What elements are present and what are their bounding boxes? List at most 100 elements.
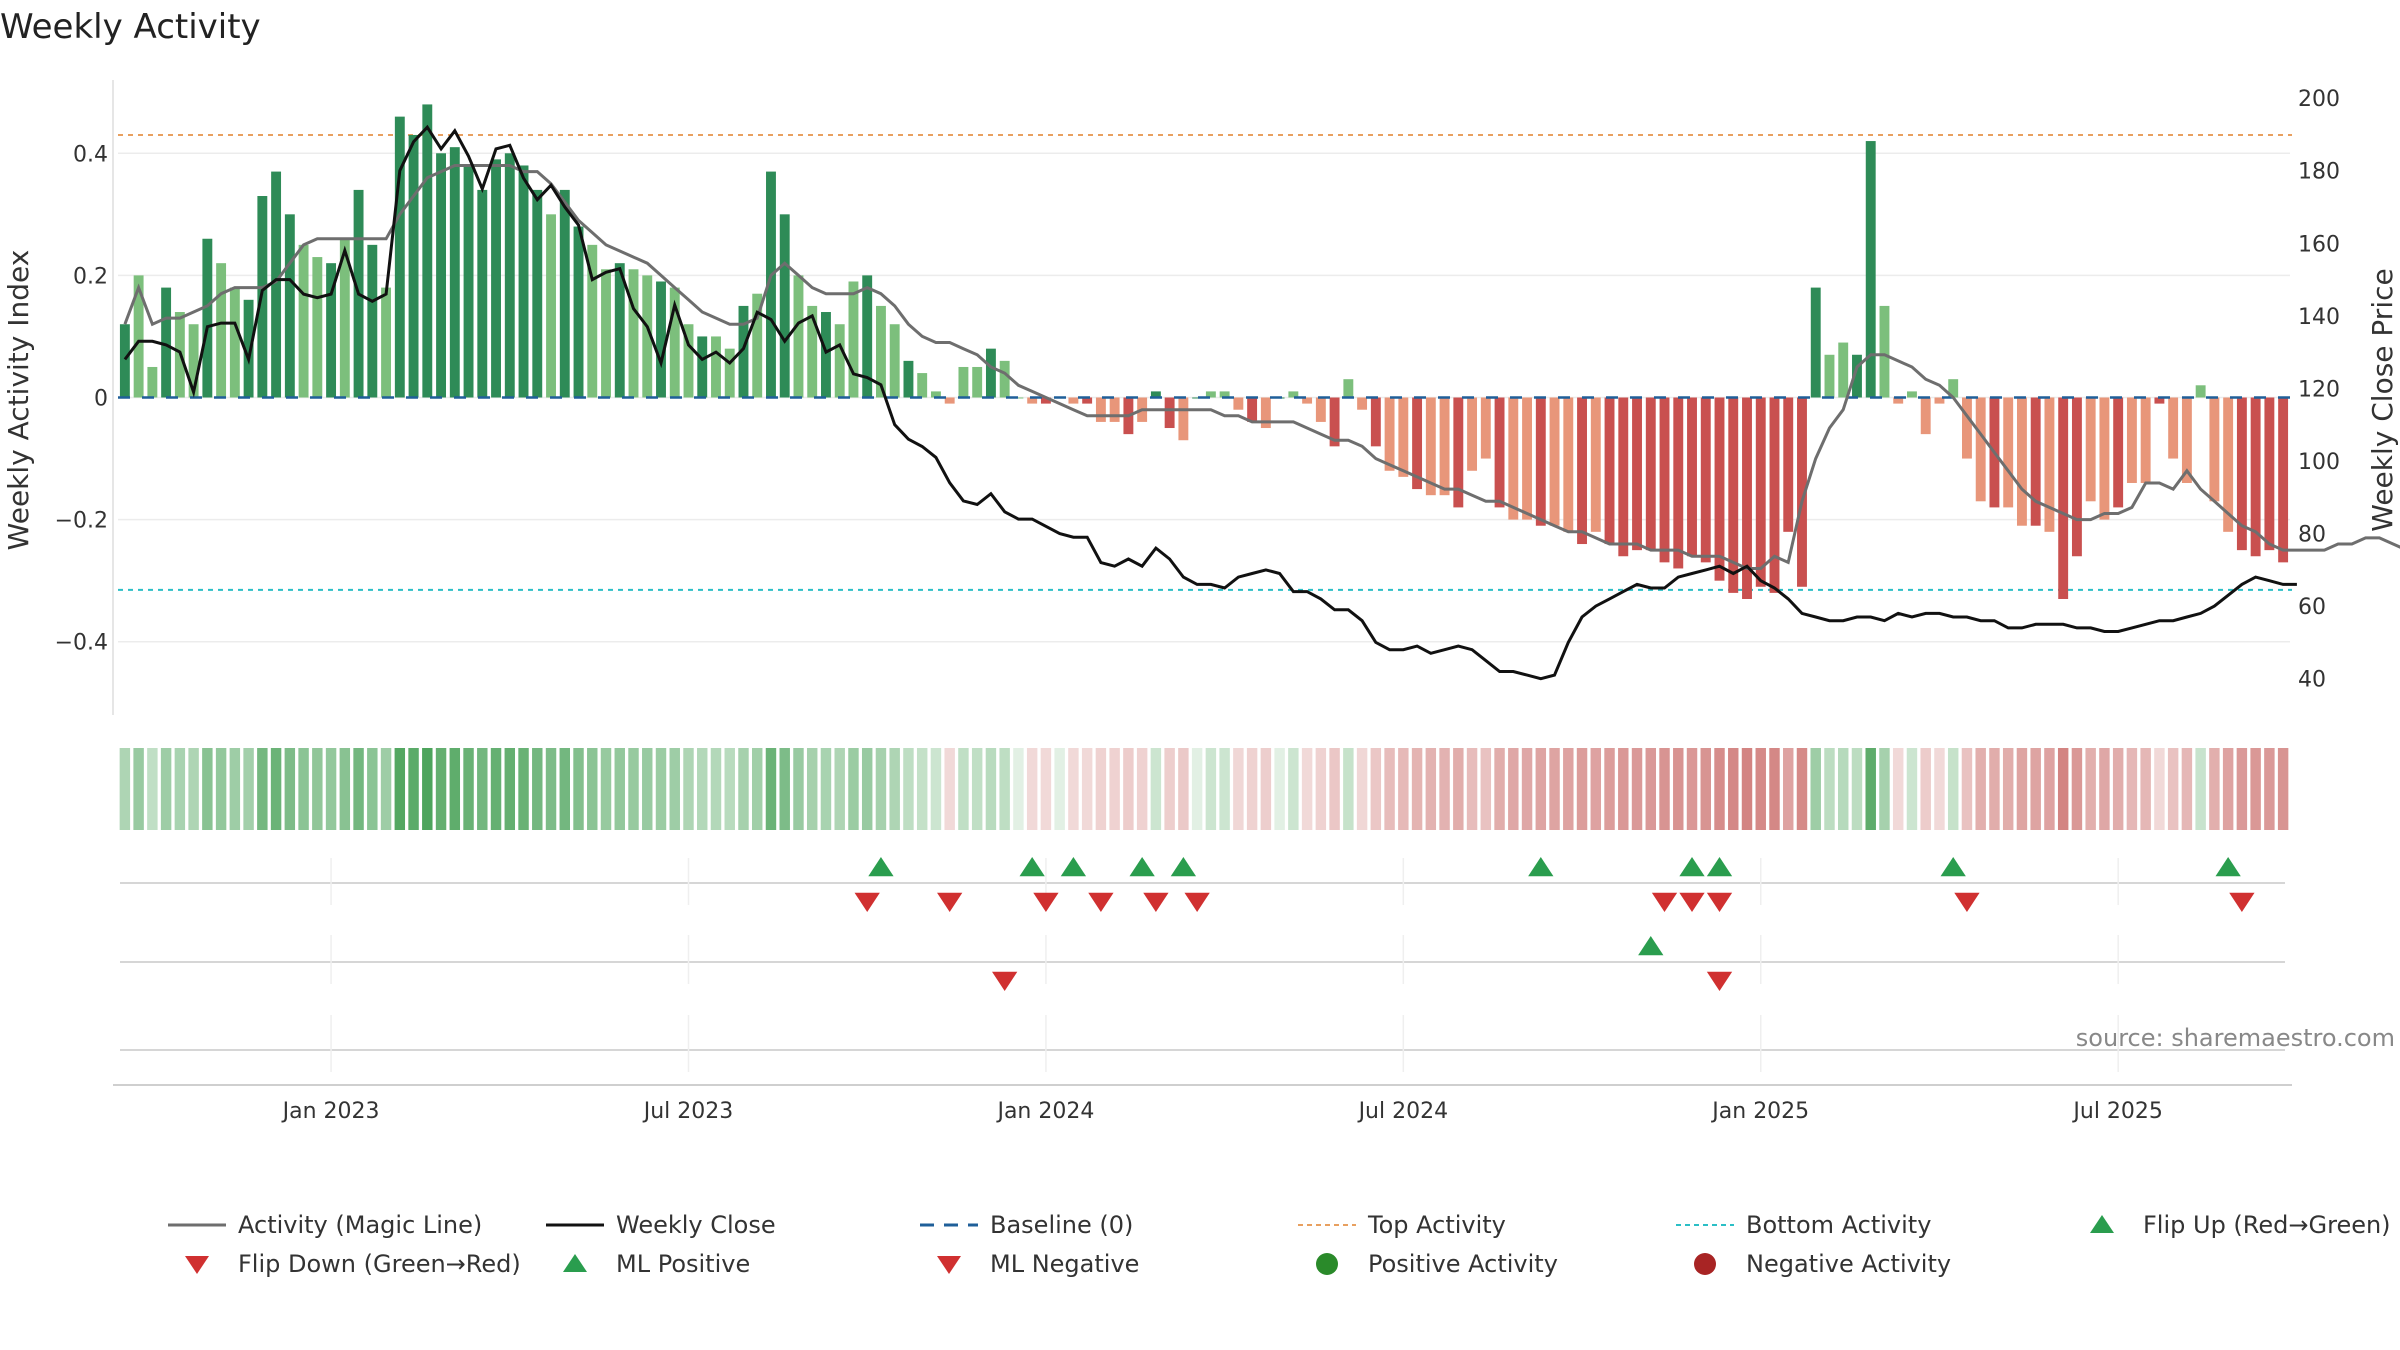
heat-cell — [490, 748, 502, 830]
activity-bar — [2264, 397, 2275, 551]
flip-down-marker — [1143, 892, 1169, 912]
heat-cell — [2209, 748, 2220, 830]
activity-bar — [862, 275, 873, 398]
heat-cell — [435, 748, 447, 830]
activity-bar — [738, 305, 749, 398]
heat-cell — [394, 748, 406, 830]
activity-bar — [532, 189, 543, 398]
heat-cell — [270, 748, 282, 830]
heat-cell — [1136, 748, 1148, 830]
activity-bar — [1315, 397, 1326, 422]
activity-heat-strip — [119, 748, 2289, 830]
legend-label: Negative Activity — [1746, 1250, 1951, 1278]
activity-bar — [2003, 397, 2014, 508]
activity-bar — [2154, 397, 2165, 404]
activity-bar — [1425, 397, 1436, 496]
ml-negative-marker — [1706, 971, 1733, 991]
flip-up-marker — [1679, 857, 1705, 877]
activity-bar — [1920, 397, 1931, 435]
heat-cell — [1631, 748, 1643, 830]
activity-bar — [1838, 342, 1849, 398]
activity-bar — [119, 324, 130, 398]
heat-cell — [2154, 748, 2165, 830]
flip-down-marker — [1651, 892, 1678, 912]
heat-cell — [1480, 748, 1492, 830]
heat-cell — [339, 748, 351, 830]
legend-label: Weekly Close — [616, 1211, 776, 1239]
activity-bar — [381, 287, 392, 398]
activity-bar — [1549, 397, 1560, 526]
activity-bar — [1577, 397, 1587, 545]
activity-bar — [339, 238, 350, 398]
heat-cell — [806, 748, 818, 830]
heat-cell — [1164, 748, 1175, 830]
heat-cell — [1260, 748, 1272, 830]
heat-cell — [1508, 748, 1519, 830]
flip-up-marker — [1019, 857, 1045, 877]
activity-bar — [312, 257, 323, 398]
activity-bar — [2099, 397, 2110, 520]
activity-bar — [1192, 397, 1203, 399]
heat-cell — [2002, 748, 2014, 830]
activity-bar — [1742, 397, 1752, 599]
heat-cell — [1026, 748, 1038, 830]
heat-cell — [1535, 748, 1547, 830]
activity-bar — [1893, 397, 1904, 404]
activity-bar — [930, 391, 941, 398]
heat-cell — [298, 748, 309, 830]
activity-bar — [601, 269, 611, 398]
heat-cell — [1040, 748, 1052, 830]
heat-cell — [1288, 748, 1299, 830]
heat-cell — [1150, 748, 1162, 830]
activity-bar — [2030, 397, 2041, 526]
left-tick-label: 0 — [94, 387, 108, 412]
activity-bar — [1453, 397, 1464, 508]
activity-bar — [903, 360, 914, 398]
heat-cell — [1989, 748, 2000, 830]
right-axis-ticks: 200 180 160 140 120 100 80 60 40 — [2298, 87, 2340, 693]
heat-cell — [820, 748, 832, 830]
activity-bar — [793, 275, 804, 398]
activity-bar — [1783, 397, 1794, 532]
legend-negative-dot — [1694, 1253, 1716, 1275]
heat-cell — [1274, 748, 1285, 830]
heat-cell — [1466, 748, 1478, 830]
flip-down-marker — [1679, 892, 1705, 912]
activity-bar — [147, 366, 158, 398]
activity-bar — [1439, 397, 1450, 496]
flip-up-marker — [1170, 857, 1197, 877]
heat-cell — [724, 748, 735, 830]
heat-cell — [1810, 748, 1821, 830]
activity-bar — [1205, 391, 1216, 398]
activity-bar — [436, 153, 446, 398]
activity-bar — [1219, 391, 1230, 398]
heat-cell — [2057, 748, 2069, 830]
activity-bar — [326, 263, 337, 398]
left-tick-label: −0.2 — [55, 509, 108, 534]
activity-bar — [1962, 397, 1972, 459]
activity-bar — [1673, 397, 1684, 569]
legend-flip-down-swatch — [185, 1256, 209, 1274]
activity-bar — [559, 189, 570, 398]
x-tick-label: Jul 2023 — [642, 1099, 734, 1124]
flip-down-marker — [2229, 892, 2255, 912]
x-tick-label: Jan 2025 — [1710, 1099, 1809, 1124]
activity-bar — [1659, 397, 1670, 563]
legend-symbol — [2090, 1215, 2114, 1233]
heat-cell — [1645, 748, 1656, 830]
heat-cell — [1906, 748, 1918, 830]
legend: Activity (Magic Line) Weekly Close Baselin… — [168, 1211, 2391, 1278]
heat-cell — [834, 748, 845, 830]
heat-cell — [875, 748, 887, 830]
heat-cell — [1233, 748, 1244, 830]
heat-cell — [1054, 748, 1065, 830]
heat-cell — [1865, 748, 1876, 830]
activity-bar — [683, 324, 694, 398]
activity-bar — [2195, 385, 2206, 398]
activity-bar — [1233, 397, 1244, 410]
activity-bar — [1618, 397, 1629, 557]
activity-bar — [1879, 305, 1890, 398]
activity-bar — [1247, 397, 1258, 422]
flip-down-marker — [1184, 892, 1210, 912]
heat-cell — [655, 748, 667, 830]
